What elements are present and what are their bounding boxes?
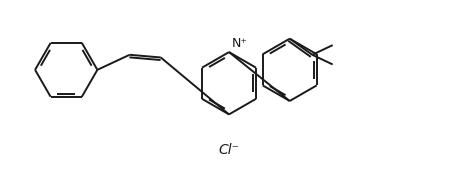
Text: N⁺: N⁺ xyxy=(232,37,248,50)
Text: Cl⁻: Cl⁻ xyxy=(218,143,240,157)
